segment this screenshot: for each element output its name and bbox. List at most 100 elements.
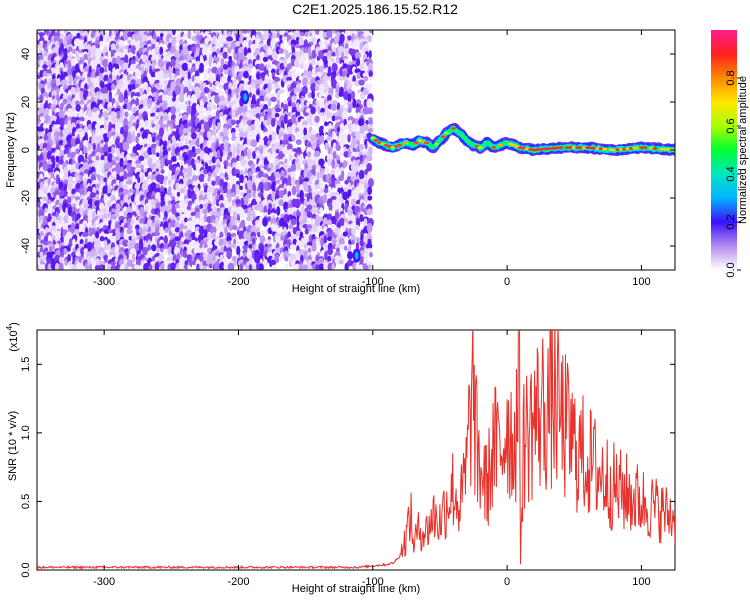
noise-cell (344, 47, 350, 57)
x-tick-label: 0 (504, 576, 510, 588)
noise-cell (203, 87, 210, 94)
noise-cell (367, 128, 374, 133)
noise-cell (79, 116, 85, 122)
noise-cell (247, 181, 254, 192)
noise-cell (151, 240, 157, 245)
noise-cell (223, 254, 227, 263)
colorbar-tick-label: 0.0 (725, 262, 737, 277)
noise-cell (66, 163, 73, 169)
noise-cell (154, 123, 161, 130)
y-tick-label: 40 (20, 48, 32, 60)
noise-cell (126, 228, 133, 235)
noise-cell (267, 139, 271, 147)
noise-cell (287, 224, 294, 230)
noise-cell (64, 144, 69, 150)
noise-cell (366, 222, 373, 233)
noise-cell (154, 261, 160, 270)
noise-cell (91, 156, 97, 162)
noise-cell (199, 204, 204, 209)
noise-cell (351, 239, 355, 245)
noise-cell (122, 188, 129, 195)
noise-cell (242, 116, 249, 122)
noise-cell (107, 82, 113, 92)
noise-cell (91, 258, 96, 267)
noise-cell (138, 155, 145, 162)
noise-cell (108, 61, 113, 73)
noise-cell (127, 39, 132, 45)
noise-cell (311, 256, 316, 262)
noise-cell (43, 240, 49, 246)
noise-cell (174, 50, 181, 59)
noise-cell (347, 107, 352, 113)
noise-cell (232, 211, 237, 218)
noise-cell (103, 193, 108, 204)
noise-cell (356, 89, 361, 94)
noise-cell (314, 115, 320, 123)
noise-cell (154, 165, 162, 170)
noise-cell (131, 175, 136, 184)
noise-cell (115, 68, 121, 74)
noise-cell (186, 204, 192, 211)
noise-cell (284, 263, 288, 269)
noise-cell (366, 243, 373, 249)
noise-cell (124, 111, 129, 118)
noise-cell (226, 36, 233, 42)
noise-cell (151, 132, 158, 139)
noise-cell (338, 259, 344, 265)
noise-cell (126, 259, 133, 267)
noise-cell (74, 87, 81, 94)
noise-cell (104, 156, 108, 161)
noise-cell (180, 82, 185, 91)
noise-cell (238, 143, 245, 152)
noise-cell (174, 119, 181, 127)
noise-cell (267, 82, 272, 93)
noise-cell (243, 137, 248, 142)
ridge-peak (440, 135, 446, 139)
x-tick-label: -300 (93, 276, 115, 288)
noise-cell (219, 166, 224, 174)
noise-cell (172, 30, 176, 36)
noise-cell (299, 223, 303, 231)
noise-cell (368, 76, 374, 82)
noise-cell (326, 111, 333, 119)
noise-cell (367, 195, 373, 201)
noise-cell (314, 85, 320, 91)
noise-cell (37, 46, 40, 55)
noise-cell (251, 168, 257, 174)
noise-cell (347, 35, 352, 41)
noise-cell (233, 259, 237, 267)
noise-cell (199, 83, 204, 92)
noise-cell (82, 30, 89, 39)
noise-cell (103, 207, 107, 215)
y-tick-label: -20 (20, 190, 32, 206)
noise-cell (89, 192, 97, 198)
noise-cell (244, 168, 248, 175)
noise-cell (355, 57, 361, 67)
noise-cell (198, 173, 205, 183)
noise-cell (74, 228, 81, 235)
noise-cell (216, 48, 221, 55)
noise-cell (223, 63, 228, 71)
noise-cell (47, 167, 54, 174)
noise-cell (108, 95, 113, 103)
noise-cell (182, 145, 189, 150)
noise-cell (71, 110, 76, 119)
noise-cell (339, 243, 345, 251)
noise-cell (131, 253, 136, 264)
noise-cell (180, 237, 185, 243)
noise-cell (222, 198, 230, 206)
noise-cell (278, 48, 285, 54)
noise-cell (138, 119, 144, 128)
noise-cell (208, 159, 213, 165)
noise-cell (58, 110, 65, 119)
noise-cell (63, 124, 69, 130)
noise-cell (366, 154, 373, 162)
noise-cell (267, 208, 271, 216)
noise-cell (130, 59, 136, 65)
noise-cell (253, 127, 261, 133)
noise-cell (244, 208, 249, 214)
noise-cell (135, 224, 140, 231)
snr-y-scale: (x104) (5, 322, 20, 352)
noise-cell (318, 158, 325, 166)
noise-cell (154, 83, 161, 90)
